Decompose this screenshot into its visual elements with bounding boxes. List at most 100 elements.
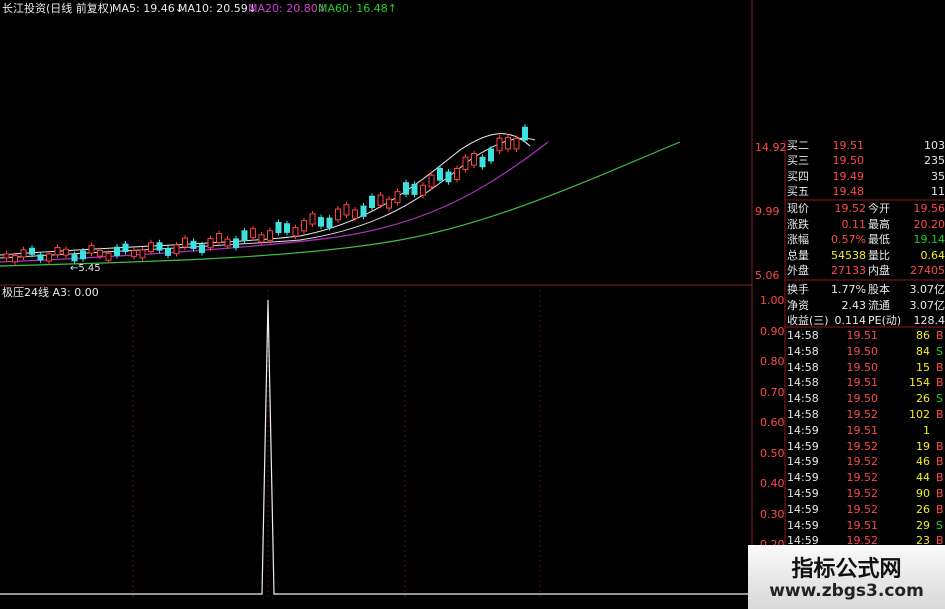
trade-volume: 90 <box>916 487 930 500</box>
trade-price: 19.52 <box>846 487 879 500</box>
trade-volume: 26 <box>916 502 930 516</box>
quote-label: 收益(三) <box>787 314 829 328</box>
candle-body <box>479 156 486 168</box>
trade-time: 14:58 <box>787 408 819 421</box>
candle-body <box>505 136 511 150</box>
indicator-title: 极压24线 A3: 0.00 <box>2 286 99 299</box>
trade-price: 19.52 <box>846 455 879 469</box>
quote-value: 3.07亿 <box>909 283 945 296</box>
trade-price: 19.50 <box>846 392 879 406</box>
quote-value: 19.56 <box>913 202 945 215</box>
candle-body <box>292 227 299 237</box>
ma60-line <box>0 141 681 267</box>
candle-body <box>258 234 265 243</box>
trade-time: 14:59 <box>787 487 819 500</box>
trade-price: 19.50 <box>846 344 879 358</box>
ma-label: MA20: 20.80↓ <box>248 2 327 15</box>
candles <box>3 124 528 265</box>
candle-body <box>173 244 180 255</box>
chart-title: 长江投资(日线 前复权) <box>2 2 114 15</box>
trade-price: 19.52 <box>846 534 879 548</box>
candle-body <box>318 217 324 227</box>
bid-price: 19.51 <box>832 139 865 152</box>
candle-body <box>3 253 10 259</box>
quote-value: 3.07亿 <box>909 298 945 312</box>
candle-body <box>513 137 520 150</box>
candle-body <box>148 242 154 252</box>
candle-body <box>284 223 290 233</box>
candle-body <box>360 205 367 217</box>
quote-label: 总量 <box>787 248 809 262</box>
quote-value: 2.43 <box>841 298 867 312</box>
trade-volume: 23 <box>916 534 930 548</box>
candle-body <box>488 148 494 162</box>
candle-body <box>190 240 197 249</box>
candle-body <box>156 242 163 251</box>
bid-label: 买二 <box>787 139 809 152</box>
candle-body <box>352 209 358 219</box>
quote-value: 128.4 <box>913 314 945 328</box>
quote-value: 20.20 <box>913 217 945 231</box>
trade-volume: 102 <box>909 408 930 421</box>
quote-value: 27133 <box>831 264 866 278</box>
bid-volume: 103 <box>924 139 945 152</box>
quote-label: PE(动) <box>868 314 902 328</box>
lower-grid <box>132 290 541 600</box>
candle-body <box>114 246 120 256</box>
trade-side: B <box>936 408 944 421</box>
trade-time: 14:58 <box>787 344 819 358</box>
candle-body <box>241 230 248 242</box>
trade-time: 14:59 <box>787 439 819 453</box>
trade-price: 19.51 <box>846 518 879 532</box>
trade-side: B <box>936 360 944 374</box>
candle-body <box>309 213 316 225</box>
quote-label: 内盘 <box>868 264 890 278</box>
candle-body <box>105 252 112 261</box>
trade-time: 14:59 <box>787 471 819 485</box>
candle-body <box>224 238 231 247</box>
quote-label: 外盘 <box>787 264 809 278</box>
bid-price: 19.49 <box>832 169 865 183</box>
candle-body <box>37 254 44 261</box>
bid-label: 买五 <box>787 184 809 198</box>
bid-volume: 11 <box>931 184 945 198</box>
trade-time: 14:58 <box>787 360 819 374</box>
indicator-line <box>0 299 752 595</box>
trade-price: 19.52 <box>846 502 879 516</box>
trade-side: B <box>936 502 944 516</box>
low-marker: ←5.45 <box>70 263 101 274</box>
trade-volume: 29 <box>916 518 930 532</box>
candle-body <box>496 137 503 152</box>
quote-value: 0.114 <box>834 314 867 328</box>
trade-price: 19.51 <box>846 329 879 342</box>
candle-body <box>46 253 52 262</box>
candle-body <box>420 184 426 196</box>
trade-volume: 15 <box>916 360 930 374</box>
candle-body <box>471 152 477 166</box>
trade-side: B <box>936 329 944 342</box>
ma-label: MA10: 20.59↓ <box>178 2 257 15</box>
candle-body <box>394 191 401 204</box>
trade-volume: 154 <box>909 376 930 390</box>
candle-body <box>522 126 528 141</box>
candle-body <box>131 250 137 257</box>
quote-value: 19.14 <box>913 233 945 247</box>
price-tick-label: 14.92 <box>755 141 787 154</box>
candle-body <box>199 244 205 254</box>
candle-body <box>122 243 129 253</box>
quote-label: 量比 <box>868 248 890 262</box>
trade-volume: 1 <box>923 423 930 437</box>
trade-price: 19.50 <box>846 360 879 374</box>
quote-label: 今开 <box>868 202 890 215</box>
candle-body <box>462 156 469 170</box>
trade-volume: 26 <box>916 392 930 406</box>
trade-time: 14:59 <box>787 518 819 532</box>
watermark: 指标公式网 www.zbgs3.com <box>748 545 945 609</box>
indicator-tick-label: 0.70 <box>760 385 785 399</box>
candle-body <box>403 182 409 195</box>
quote-label: 现价 <box>787 202 809 215</box>
candle-body <box>139 249 146 259</box>
bid-price: 19.50 <box>832 154 865 168</box>
